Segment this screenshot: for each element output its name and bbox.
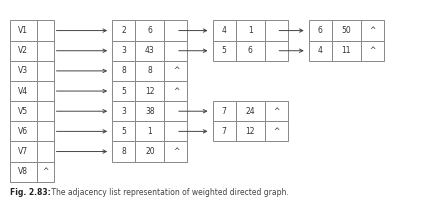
Text: ^: ^ (273, 107, 280, 116)
Text: 2: 2 (121, 26, 126, 35)
FancyBboxPatch shape (332, 20, 361, 41)
FancyBboxPatch shape (165, 141, 187, 162)
FancyBboxPatch shape (10, 141, 37, 162)
FancyBboxPatch shape (135, 20, 165, 41)
Text: 6: 6 (318, 26, 323, 35)
Text: ^: ^ (369, 46, 376, 55)
FancyBboxPatch shape (135, 61, 165, 81)
Text: ^: ^ (369, 26, 376, 35)
FancyBboxPatch shape (10, 81, 37, 101)
FancyBboxPatch shape (112, 41, 135, 61)
Text: V1: V1 (19, 26, 28, 35)
FancyBboxPatch shape (236, 41, 265, 61)
Text: 6: 6 (147, 26, 152, 35)
Text: 38: 38 (145, 107, 155, 116)
FancyBboxPatch shape (265, 20, 288, 41)
Text: ^: ^ (273, 127, 280, 136)
FancyBboxPatch shape (37, 41, 53, 61)
FancyBboxPatch shape (37, 121, 53, 141)
FancyBboxPatch shape (37, 101, 53, 121)
FancyBboxPatch shape (112, 101, 135, 121)
Text: 5: 5 (121, 127, 126, 136)
FancyBboxPatch shape (37, 20, 53, 41)
FancyBboxPatch shape (236, 101, 265, 121)
FancyBboxPatch shape (10, 41, 37, 61)
Text: 4: 4 (221, 26, 226, 35)
Text: V4: V4 (18, 87, 29, 95)
FancyBboxPatch shape (213, 101, 236, 121)
FancyBboxPatch shape (37, 141, 53, 162)
Text: 3: 3 (121, 46, 126, 55)
FancyBboxPatch shape (265, 101, 288, 121)
Text: 50: 50 (341, 26, 351, 35)
FancyBboxPatch shape (265, 121, 288, 141)
Text: 6: 6 (248, 46, 253, 55)
Text: 5: 5 (121, 87, 126, 95)
Text: V8: V8 (19, 167, 28, 176)
Text: ^: ^ (173, 87, 179, 95)
Text: 8: 8 (147, 66, 152, 75)
Text: 1: 1 (248, 26, 253, 35)
FancyBboxPatch shape (112, 141, 135, 162)
FancyBboxPatch shape (265, 41, 288, 61)
FancyBboxPatch shape (213, 41, 236, 61)
Text: V2: V2 (19, 46, 28, 55)
Text: V6: V6 (18, 127, 29, 136)
FancyBboxPatch shape (332, 41, 361, 61)
Text: V7: V7 (18, 147, 29, 156)
Text: 5: 5 (221, 46, 226, 55)
FancyBboxPatch shape (213, 20, 236, 41)
FancyBboxPatch shape (112, 81, 135, 101)
Text: 11: 11 (342, 46, 351, 55)
FancyBboxPatch shape (165, 121, 187, 141)
Text: ^: ^ (173, 147, 179, 156)
FancyBboxPatch shape (10, 61, 37, 81)
Text: V5: V5 (18, 107, 29, 116)
Text: 12: 12 (245, 127, 255, 136)
FancyBboxPatch shape (112, 61, 135, 81)
FancyBboxPatch shape (213, 121, 236, 141)
Text: 4: 4 (318, 46, 323, 55)
FancyBboxPatch shape (165, 20, 187, 41)
FancyBboxPatch shape (361, 20, 384, 41)
FancyBboxPatch shape (135, 141, 165, 162)
Text: 8: 8 (121, 147, 126, 156)
FancyBboxPatch shape (135, 121, 165, 141)
FancyBboxPatch shape (37, 61, 53, 81)
Text: 20: 20 (145, 147, 155, 156)
Text: 12: 12 (145, 87, 155, 95)
FancyBboxPatch shape (37, 81, 53, 101)
FancyBboxPatch shape (135, 41, 165, 61)
Text: 7: 7 (221, 127, 226, 136)
FancyBboxPatch shape (135, 101, 165, 121)
FancyBboxPatch shape (10, 101, 37, 121)
FancyBboxPatch shape (112, 20, 135, 41)
Text: 43: 43 (145, 46, 155, 55)
FancyBboxPatch shape (165, 41, 187, 61)
FancyBboxPatch shape (236, 121, 265, 141)
FancyBboxPatch shape (135, 81, 165, 101)
Text: ^: ^ (42, 167, 48, 176)
Text: 8: 8 (121, 66, 126, 75)
FancyBboxPatch shape (10, 162, 37, 182)
FancyBboxPatch shape (165, 61, 187, 81)
Text: ^: ^ (173, 66, 179, 75)
FancyBboxPatch shape (10, 121, 37, 141)
Text: 1: 1 (147, 127, 152, 136)
FancyBboxPatch shape (10, 20, 37, 41)
FancyBboxPatch shape (165, 101, 187, 121)
FancyBboxPatch shape (361, 41, 384, 61)
FancyBboxPatch shape (236, 20, 265, 41)
Text: 24: 24 (245, 107, 255, 116)
FancyBboxPatch shape (37, 162, 53, 182)
Text: Fig. 2.83:: Fig. 2.83: (10, 188, 51, 197)
Text: 7: 7 (221, 107, 226, 116)
Text: 3: 3 (121, 107, 126, 116)
FancyBboxPatch shape (165, 81, 187, 101)
Text: V3: V3 (18, 66, 29, 75)
Text: The adjacency list representation of weighted directed graph.: The adjacency list representation of wei… (50, 188, 289, 197)
FancyBboxPatch shape (309, 41, 332, 61)
FancyBboxPatch shape (112, 121, 135, 141)
FancyBboxPatch shape (309, 20, 332, 41)
